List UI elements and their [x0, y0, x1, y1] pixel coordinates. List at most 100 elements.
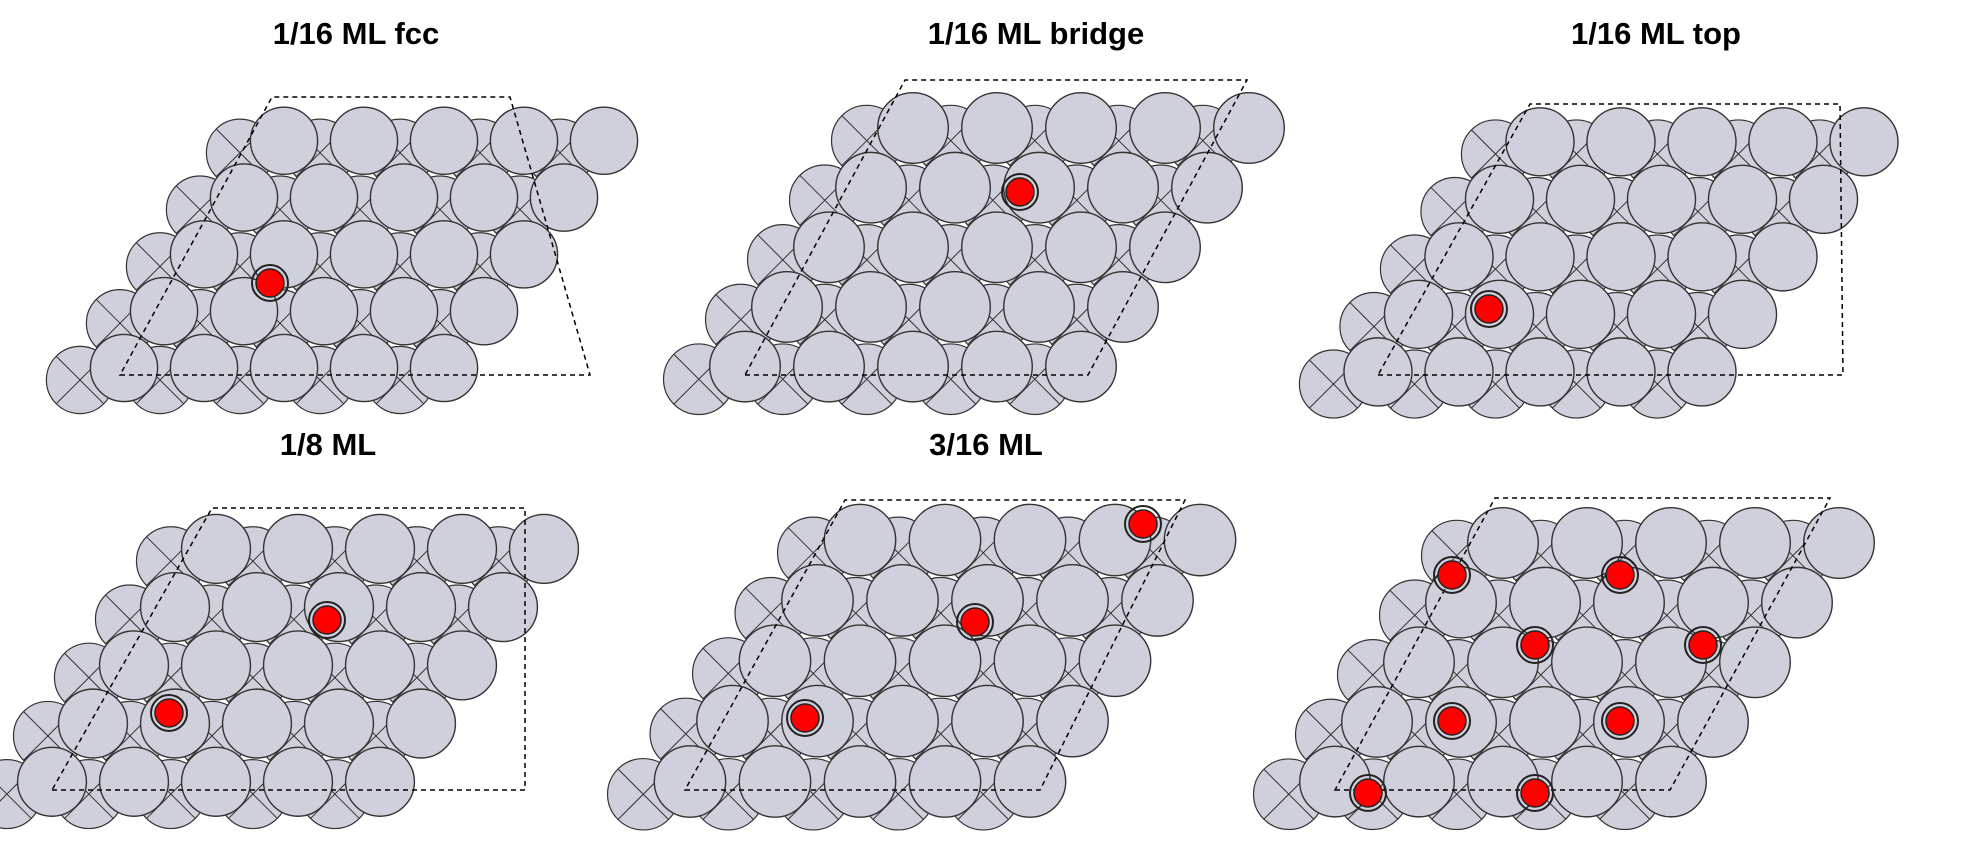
adsorbate-ring — [1684, 626, 1722, 664]
surface-atom — [57, 688, 129, 759]
surface-atom — [1078, 624, 1152, 698]
surface-atom — [1545, 164, 1616, 235]
surface-atom — [16, 746, 88, 817]
adsorbate-atom — [790, 703, 820, 733]
surface-atom — [993, 503, 1067, 577]
surface-atom — [823, 503, 897, 577]
surface-layer-bridge — [709, 92, 1285, 403]
adsorbate-atom — [1128, 509, 1158, 539]
surface-atom — [823, 624, 897, 698]
surface-atom — [961, 92, 1033, 164]
surface-atom — [1677, 685, 1749, 758]
surface-atom — [1424, 337, 1494, 407]
surface-atom — [249, 333, 319, 403]
surface-atom — [961, 211, 1033, 284]
unit-cell-outline — [50, 507, 526, 791]
surface-atom — [1586, 337, 1656, 407]
surface-atom — [1545, 279, 1616, 350]
panel-title-fcc: 1/16 ML fcc — [272, 16, 440, 51]
surface-atom — [709, 330, 781, 403]
surface-atom — [908, 745, 982, 818]
adsorbate-atom — [1353, 778, 1383, 808]
surface-atom — [1761, 566, 1833, 639]
surface-atom — [1586, 222, 1656, 292]
adsorbate-ring — [1601, 556, 1639, 594]
surface-atom — [738, 745, 812, 818]
adsorbate-ring — [1470, 290, 1508, 328]
surface-atom — [835, 151, 907, 224]
surface-atom — [169, 220, 239, 289]
surface-atom — [329, 106, 399, 176]
surface-atom — [1343, 337, 1413, 407]
surface-atom — [426, 513, 498, 585]
surface-atom — [866, 564, 939, 637]
surface-atom — [1551, 507, 1623, 579]
adsorbate-atom — [1520, 778, 1550, 808]
unit-cell-outline — [683, 499, 1187, 791]
surface-atom — [1129, 211, 1201, 284]
surface-atom — [951, 684, 1024, 758]
surface-atom — [961, 330, 1033, 403]
surface-atom — [1129, 92, 1201, 164]
surface-atom — [1383, 745, 1455, 818]
surface-atom — [1667, 337, 1737, 407]
surface-atom — [1551, 626, 1623, 699]
surface-atom — [1045, 330, 1117, 403]
surface-atom — [1803, 507, 1875, 579]
surface-atom — [1163, 503, 1237, 577]
surface-atom — [449, 276, 519, 346]
surface-atom — [409, 106, 479, 176]
surface-atom — [409, 333, 479, 403]
surface-atom — [1788, 164, 1859, 235]
surface-atom — [1667, 107, 1737, 177]
surface-layer-threesixteenth — [653, 503, 1237, 818]
surface-layer-top — [1343, 107, 1899, 407]
surface-atom — [793, 211, 865, 284]
surface-atom — [409, 220, 479, 289]
surface-atom — [1719, 507, 1791, 579]
adsorbate-ring — [1516, 774, 1554, 812]
surface-atom — [385, 571, 457, 643]
surface-atom — [344, 746, 416, 817]
surface-atom — [1626, 164, 1697, 235]
surface-atom — [489, 220, 559, 289]
slab-eighth — [0, 507, 580, 830]
panel-title-top: 1/16 ML top — [1571, 16, 1741, 51]
surface-atom — [329, 220, 399, 289]
panel-title-eighth: 1/8 ML — [279, 427, 377, 462]
surface-atom — [1748, 107, 1818, 177]
surface-atom — [908, 624, 982, 698]
adsorbate-ring — [1601, 702, 1639, 740]
adsorbate-ring — [1433, 702, 1471, 740]
slab-threesixteenth — [606, 499, 1237, 831]
surface-atom — [919, 151, 991, 224]
surface-atom — [1424, 222, 1494, 292]
surface-atom — [1467, 507, 1539, 579]
adsorbate-ring — [150, 694, 188, 732]
surface-atom — [262, 513, 334, 585]
adsorbate-atom — [1605, 560, 1635, 590]
surface-atom — [169, 333, 239, 403]
surface-atom — [489, 106, 559, 176]
adsorbate-ring — [1516, 626, 1554, 664]
surface-atom — [139, 571, 211, 643]
surface-atom — [508, 513, 580, 585]
surface-atom — [653, 745, 727, 818]
slab-quarter — [1252, 497, 1875, 831]
surface-atom — [1036, 564, 1109, 637]
surface-atom — [529, 163, 599, 232]
surface-atom — [1171, 151, 1243, 224]
surface-atom — [835, 270, 907, 343]
surface-atom — [221, 688, 293, 759]
surface-atom — [1635, 507, 1707, 579]
surface-atom — [1045, 211, 1117, 284]
surface-atom — [1036, 684, 1109, 758]
surface-atom — [449, 163, 519, 232]
adsorbate-atom — [1474, 294, 1504, 324]
surface-atom — [1626, 279, 1697, 350]
surface-layer-eighth — [16, 513, 580, 817]
surface-atom — [329, 333, 399, 403]
surface-atom — [262, 630, 334, 701]
unit-cell-outline — [1333, 497, 1832, 791]
